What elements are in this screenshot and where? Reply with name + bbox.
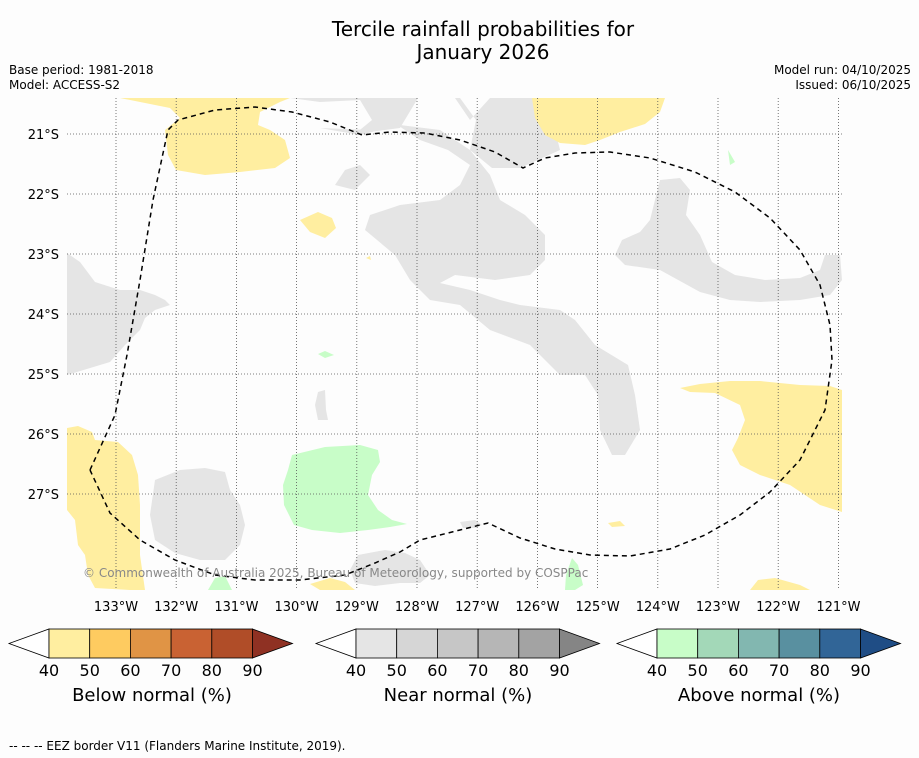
colorbar-low-extension (7, 628, 50, 659)
colorbar-tick: 70 (769, 661, 789, 680)
colorbar-cell (170, 628, 213, 659)
colorbar-tick: 80 (202, 661, 222, 680)
lon-label: 128°W (395, 600, 439, 615)
lon-label: 127°W (455, 600, 499, 615)
model-run: Model run: 04/10/2025 (773, 63, 911, 77)
colorbar-tick: 50 (387, 661, 407, 680)
colorbar-cell (518, 628, 560, 659)
lon-label: 126°W (515, 600, 559, 615)
lat-label: 23°S (28, 248, 59, 263)
lat-label: 27°S (28, 488, 59, 503)
colorbar-tick: 70 (468, 661, 488, 680)
above-colorbar: 40 50 60 70 80 90 (615, 628, 902, 680)
colorbar-low-extension (314, 628, 357, 659)
colorbar-high-extension (252, 628, 294, 659)
copyright-text: © Commonwealth of Australia 2025, Bureau… (83, 566, 588, 580)
colorbar-tick: 60 (120, 661, 140, 680)
lon-label: 124°W (636, 600, 680, 615)
above-normal-label: Above normal (%) (677, 685, 841, 706)
colorbar-tick: 80 (810, 661, 830, 680)
colorbar-cell (819, 628, 861, 659)
below-normal-label: Below normal (%) (72, 685, 232, 706)
latitude-labels: 21°S 22°S 23°S 24°S 25°S 26°S 27°S (28, 128, 59, 503)
colorbar-cell (778, 628, 821, 659)
colorbar-tick: 70 (161, 661, 181, 680)
lon-label: 131°W (214, 600, 258, 615)
meta-right: Model run: 04/10/2025 Issued: 06/10/2025 (774, 63, 911, 93)
title-line-2: January 2026 (416, 40, 550, 64)
colorbar-cell (129, 628, 172, 659)
lat-label: 25°S (28, 368, 59, 383)
colorbar-tick: 50 (80, 661, 100, 680)
near-colorbar: 40 50 60 70 80 90 (314, 628, 601, 680)
colorbar-cell (738, 628, 780, 659)
lon-label: 130°W (275, 600, 319, 615)
lat-label: 26°S (28, 428, 59, 443)
meta-left: Base period: 1981-2018 Model: ACCESS-S2 (9, 63, 154, 93)
colorbar-tick: 90 (242, 661, 262, 680)
colorbar-cell (436, 628, 479, 659)
colorbar-low-extension (615, 628, 658, 659)
eez-border (89, 106, 833, 581)
colorbar-cell (697, 628, 739, 659)
lon-label: 123°W (696, 600, 740, 615)
colorbar-tick: 80 (509, 661, 529, 680)
colorbar-tick: 60 (728, 661, 748, 680)
base-period: Base period: 1981-2018 (9, 63, 154, 77)
title-line-1: Tercile rainfall probabilities for (331, 17, 635, 41)
colorbar-tick: 40 (39, 661, 59, 680)
below-normal-regions (67, 98, 842, 590)
lon-label: 129°W (335, 600, 379, 615)
near-normal-label: Near normal (%) (383, 685, 533, 706)
lon-label: 122°W (756, 600, 800, 615)
below-colorbar: 40 50 60 70 80 90 (7, 628, 294, 680)
colorbar-cell (656, 628, 699, 659)
lon-label: 133°W (94, 600, 138, 615)
above-normal-regions (208, 150, 735, 590)
lat-label: 22°S (28, 188, 59, 203)
lat-label: 24°S (28, 308, 59, 323)
colorbar-high-extension (860, 628, 902, 659)
lat-label: 21°S (28, 128, 59, 143)
lon-label: 132°W (154, 600, 198, 615)
colorbar-cell (477, 628, 520, 659)
colorbar-tick: 90 (549, 661, 569, 680)
colorbar-tick: 60 (427, 661, 447, 680)
colorbar-cell (48, 628, 91, 659)
longitude-labels: 133°W 132°W 131°W 130°W 129°W 128°W 127°W 126°W… (94, 600, 861, 615)
footer-note: -- -- -- EEZ border V11 (Flanders Marine… (9, 739, 346, 753)
colorbar-cell (396, 628, 438, 659)
colorbar-cell (89, 628, 131, 659)
gridlines (67, 98, 842, 590)
colorbar-tick: 90 (850, 661, 870, 680)
colorbar-cell (211, 628, 253, 659)
colorbar-tick: 50 (688, 661, 708, 680)
model-name: Model: ACCESS-S2 (9, 78, 121, 92)
colorbar-cell (355, 628, 398, 659)
issued-date: Issued: 06/10/2025 (795, 78, 911, 92)
colorbars: 40 50 60 70 80 90 40 50 60 70 80 90 40 50 60 70 80 90 (7, 628, 902, 680)
colorbar-tick: 40 (346, 661, 366, 680)
lon-label: 121°W (816, 600, 860, 615)
lon-label: 125°W (576, 600, 620, 615)
colorbar-high-extension (559, 628, 601, 659)
chart-title: Tercile rainfall probabilities for Janua… (0, 18, 919, 64)
colorbar-tick: 40 (647, 661, 667, 680)
